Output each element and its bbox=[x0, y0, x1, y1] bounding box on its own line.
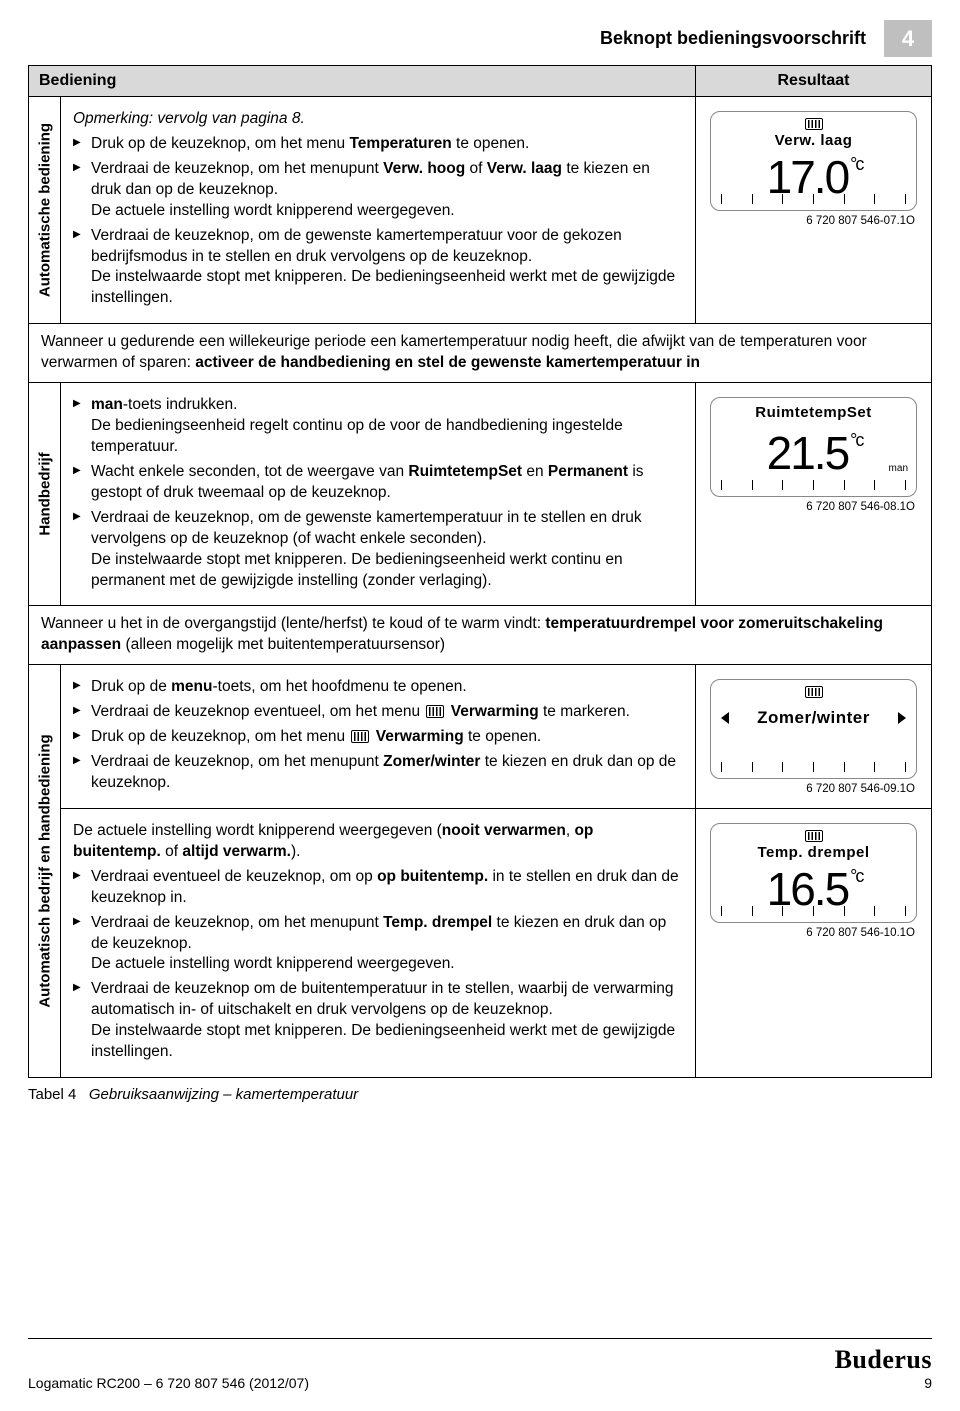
section3b-result: Temp. drempel 16.5°c 6 720 807 546-10.1O bbox=[696, 808, 932, 1077]
radiator-icon bbox=[805, 118, 823, 130]
lcd-display-3: Zomer/winter bbox=[710, 679, 917, 779]
section1-body: Opmerking: vervolg van pagina 8. Druk op… bbox=[61, 97, 696, 324]
radiator-icon bbox=[351, 730, 369, 743]
header-chapter: 4 bbox=[884, 20, 932, 57]
section2-body: man-toets indrukken. De bedieningseenhei… bbox=[61, 383, 696, 606]
intermediate-note-1: Wanneer u gedurende een willekeurige per… bbox=[29, 324, 932, 383]
lcd-display-4: Temp. drempel 16.5°c bbox=[710, 823, 917, 923]
section3b-body: De actuele instelling wordt knipperend w… bbox=[61, 808, 696, 1077]
section3a-step4: Verdraai de keuzeknop, om het menupunt Z… bbox=[73, 752, 683, 794]
side-label-automatic-text: Automatische bediening bbox=[36, 123, 53, 297]
section3a-step1: Druk op de menu-toets, om het hoofdmenu … bbox=[73, 677, 683, 698]
section3b-step1: Verdraai eventueel de keuzeknop, om op o… bbox=[73, 867, 683, 909]
col-bediening: Bediening bbox=[29, 66, 696, 97]
section3b-step2: Verdraai de keuzeknop, om het menupunt T… bbox=[73, 913, 683, 976]
section1-step2: Verdraai de keuzeknop, om het menupunt V… bbox=[73, 159, 683, 222]
lcd-display-1: Verw. laag 17.0°c bbox=[710, 111, 917, 211]
lcd2-label: RuimtetempSet bbox=[755, 404, 872, 421]
section2-step3: Verdraai de keuzeknop, om de gewenste ka… bbox=[73, 508, 683, 592]
brand-logo: Buderus bbox=[835, 1345, 932, 1375]
lcd-display-2: RuimtetempSet 21.5°c man bbox=[710, 397, 917, 497]
section1-step3: Verdraai de keuzeknop, om de gewenste ka… bbox=[73, 226, 683, 310]
section1-result: Verw. laag 17.0°c 6 720 807 546-07.1O bbox=[696, 97, 932, 324]
section3a-step3: Druk op de keuzeknop, om het menu Verwar… bbox=[73, 727, 683, 748]
page-number: 9 bbox=[835, 1375, 932, 1391]
section3a-result: Zomer/winter 6 720 807 546-09.1O bbox=[696, 665, 932, 809]
lcd2-ref: 6 720 807 546-08.1O bbox=[708, 501, 919, 513]
table-caption: Tabel 4 Gebruiksaanwijzing – kamertemper… bbox=[28, 1078, 932, 1103]
lcd2-value: 21.5 bbox=[767, 427, 849, 479]
footer-left: Logamatic RC200 – 6 720 807 546 (2012/07… bbox=[28, 1375, 309, 1391]
section2-step2: Wacht enkele seconden, tot de weergave v… bbox=[73, 462, 683, 504]
page-footer: Logamatic RC200 – 6 720 807 546 (2012/07… bbox=[28, 1338, 932, 1391]
section3b-step3: Verdraai de keuzeknop om de buitentemper… bbox=[73, 979, 683, 1063]
side-label-auto-manual-text: Automatisch bedrijf en handbediening bbox=[36, 734, 53, 1007]
page: Beknopt bedieningsvoorschrift 4 Bedienin… bbox=[0, 0, 960, 1411]
section2-result: RuimtetempSet 21.5°c man 6 720 807 546-0… bbox=[696, 383, 932, 606]
section1-step1: Druk op de keuzeknop, om het menu Temper… bbox=[73, 134, 683, 155]
lcd4-label: Temp. drempel bbox=[757, 844, 869, 861]
side-label-automatic: Automatische bediening bbox=[29, 97, 61, 324]
col-resultaat: Resultaat bbox=[696, 66, 932, 97]
side-label-manual-text: Handbedrijf bbox=[36, 453, 53, 536]
radiator-icon bbox=[805, 686, 823, 698]
lcd2-man: man bbox=[889, 463, 908, 474]
lcd3-label: Zomer/winter bbox=[757, 708, 870, 728]
section2-step1: man-toets indrukken. De bedieningseenhei… bbox=[73, 395, 683, 458]
section3a-step2: Verdraai de keuzeknop eventueel, om het … bbox=[73, 702, 683, 723]
lcd3-ref: 6 720 807 546-09.1O bbox=[708, 783, 919, 795]
radiator-icon bbox=[426, 705, 444, 718]
radiator-icon bbox=[805, 830, 823, 842]
section3a-body: Druk op de menu-toets, om het hoofdmenu … bbox=[61, 665, 696, 809]
intermediate-note-2: Wanneer u het in de overgangstijd (lente… bbox=[29, 606, 932, 665]
side-label-manual: Handbedrijf bbox=[29, 383, 61, 606]
instruction-table: Bediening Resultaat Automatische bedieni… bbox=[28, 65, 932, 1078]
lcd1-label: Verw. laag bbox=[775, 132, 853, 149]
side-label-auto-manual: Automatisch bedrijf en handbediening bbox=[29, 665, 61, 1078]
lcd4-ref: 6 720 807 546-10.1O bbox=[708, 927, 919, 939]
header-title: Beknopt bedieningsvoorschrift bbox=[600, 20, 884, 57]
section1-note: Opmerking: vervolg van pagina 8. bbox=[73, 109, 683, 130]
page-header: Beknopt bedieningsvoorschrift 4 bbox=[28, 20, 932, 57]
lcd1-ref: 6 720 807 546-07.1O bbox=[708, 215, 919, 227]
section3b-intro: De actuele instelling wordt knipperend w… bbox=[73, 821, 683, 863]
